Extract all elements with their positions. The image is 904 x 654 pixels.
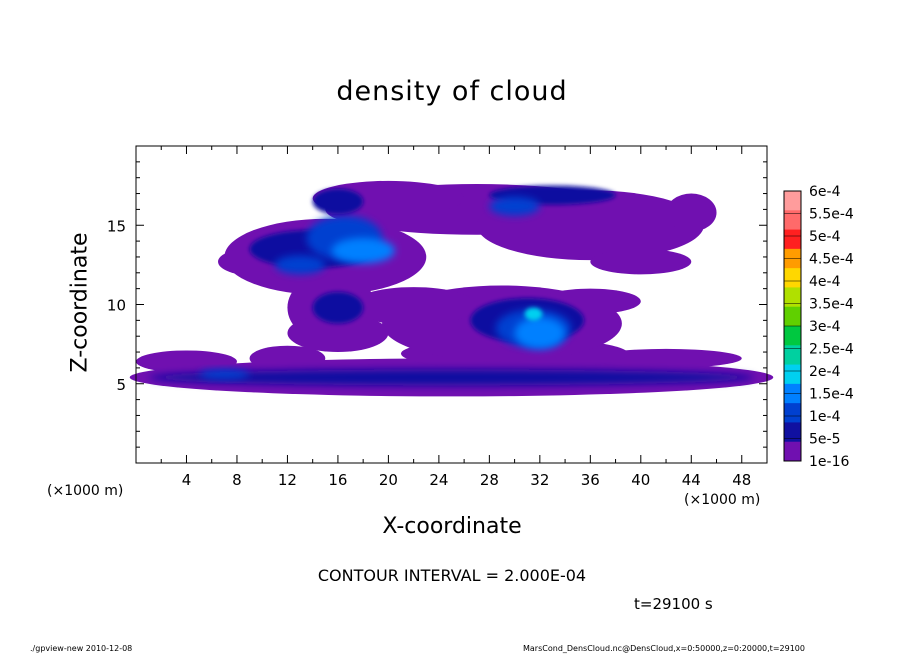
colorbar-swatch xyxy=(784,364,801,385)
y-tick-label: 10 xyxy=(107,297,126,315)
y-tick-label: 15 xyxy=(107,217,126,235)
colorbar-swatch xyxy=(784,441,801,462)
footer-right: MarsCond_DensCloud.nc@DensCloud,x=0:5000… xyxy=(523,644,805,653)
colorbar-label: 4e-4 xyxy=(809,274,841,290)
colorbar-swatch xyxy=(784,422,801,443)
colorbar-swatch xyxy=(784,403,801,423)
lower-cloud-bump xyxy=(249,345,326,372)
lower-core xyxy=(199,369,250,379)
chart-title: density of cloud xyxy=(336,76,568,107)
x-tick-label: 40 xyxy=(631,471,650,489)
middle-cloud xyxy=(350,287,477,326)
upper-core xyxy=(331,237,395,264)
x-tick-label: 24 xyxy=(429,471,448,489)
upper-core-top xyxy=(312,188,364,215)
colorbar-label: 2e-4 xyxy=(809,364,841,380)
colorbar-swatch xyxy=(784,191,801,211)
colorbar: 6e-4 5.5e-4 5e-4 4.5e-4 4e-4 3.5e-4 3e-4 2.5e-4… xyxy=(783,184,854,470)
colorbar-swatch xyxy=(784,287,801,308)
x-tick-label: 44 xyxy=(682,471,701,489)
middle-cloud-left xyxy=(287,314,389,353)
x-tick-label: 20 xyxy=(379,471,398,489)
time-label: t=29100 s xyxy=(634,595,713,613)
colorbar-label: 1e-4 xyxy=(809,409,841,425)
colorbar-label: 4.5e-4 xyxy=(809,252,854,268)
y-tick-label: 5 xyxy=(116,376,126,394)
cloud-density-field xyxy=(129,180,774,397)
upper-cloud-band xyxy=(666,193,717,232)
x-axis-label: X-coordinate xyxy=(0,514,904,539)
x-tick-label: 32 xyxy=(530,471,549,489)
colorbar-label: 1.5e-4 xyxy=(809,387,854,403)
upper-right-core xyxy=(489,196,540,216)
colorbar-label: 2.5e-4 xyxy=(809,342,854,358)
x-axis-label-text: X-coordinate xyxy=(382,514,522,539)
colorbar-label: 5e-5 xyxy=(809,432,840,448)
x-unit-left: (×1000 m) xyxy=(47,483,124,499)
colorbar-swatch xyxy=(784,210,801,231)
colorbar-label: 6e-4 xyxy=(809,184,841,200)
x-tick-label: 48 xyxy=(732,471,751,489)
colorbar-label: 3e-4 xyxy=(809,319,841,335)
colorbar-swatch xyxy=(784,306,801,327)
middle-core xyxy=(514,317,566,349)
upper-core xyxy=(274,255,326,275)
x-tick-label: 16 xyxy=(328,471,347,489)
footer-left: ./gpview-new 2010-12-08 xyxy=(30,644,133,653)
x-unit-right: (×1000 m) xyxy=(684,492,761,508)
x-tick-label: 8 xyxy=(232,471,242,489)
colorbar-swatch xyxy=(784,229,801,250)
colorbar-swatch xyxy=(784,326,801,346)
middle-left-core xyxy=(312,291,364,324)
colorbar-swatch xyxy=(784,268,801,288)
colorbar-label: 1e-16 xyxy=(809,454,849,470)
lower-core xyxy=(148,369,755,386)
colorbar-label: 5e-4 xyxy=(809,229,841,245)
x-tick-label: 28 xyxy=(480,471,499,489)
x-tick-label: 4 xyxy=(182,471,192,489)
x-tick-label: 12 xyxy=(278,471,297,489)
colorbar-swatch xyxy=(784,345,801,366)
lower-cloud-bump xyxy=(136,350,237,373)
contour-interval: CONTOUR INTERVAL = 2.000E-04 xyxy=(317,566,587,585)
middle-core-peak xyxy=(524,307,543,321)
colorbar-label: 5.5e-4 xyxy=(809,207,854,223)
upper-cloud-band xyxy=(590,249,692,275)
x-tick-label: 36 xyxy=(581,471,600,489)
colorbar-label: 3.5e-4 xyxy=(809,297,854,313)
